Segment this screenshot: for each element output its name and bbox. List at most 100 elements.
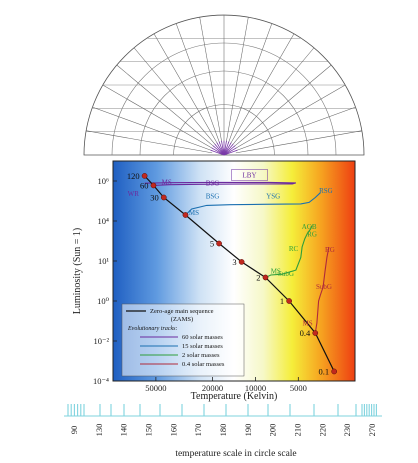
mass-label: 5 — [210, 238, 214, 248]
x-tick-label: 5000 — [290, 383, 307, 393]
mass-label: 3 — [232, 257, 236, 267]
zams-point — [262, 274, 269, 281]
mass-label: 0.1 — [319, 366, 330, 376]
semicircle-center-ray — [223, 149, 238, 156]
semicircle-spoke — [102, 84, 214, 150]
x-axis-ticks: 50000 20000 10000 5000 — [145, 377, 307, 393]
region-label: RSG — [319, 187, 333, 195]
zams-point — [312, 330, 319, 336]
region-label: RG — [325, 246, 335, 254]
scale-tick-label: 270 — [367, 424, 377, 437]
semicircle-center-ray — [223, 143, 234, 156]
region-label: MS — [271, 267, 281, 275]
region-label: WR — [128, 190, 140, 198]
region-label: BSG — [206, 193, 220, 201]
legend-zams-sub: (ZAMS) — [171, 316, 193, 323]
zams-point — [286, 298, 292, 304]
mass-label: 60 — [140, 180, 149, 190]
y-tick-label: 10⁻² — [93, 336, 109, 346]
region-label: MS — [189, 209, 199, 217]
semicircle-spoke — [92, 106, 213, 152]
semicircle-spoke — [153, 33, 219, 145]
track-60-solar-masses — [144, 181, 297, 186]
region-label: LBY — [243, 171, 257, 179]
semicircle-center-ray — [223, 142, 232, 156]
mass-label: 2 — [256, 272, 260, 282]
y-tick-label: 10⁻⁴ — [93, 376, 109, 386]
legend-entry-label: 0.4 solar masses — [182, 361, 225, 368]
y-tick-label: 10⁰ — [97, 296, 110, 306]
region-label: YSG — [266, 193, 280, 201]
zams-point — [160, 194, 167, 201]
mass-label: 120 — [127, 171, 140, 181]
semicircle-outline — [83, 14, 365, 156]
legend-tracks-title: Evolutionary tracks: — [127, 326, 178, 332]
semicircle-spoke — [231, 47, 315, 146]
scale-tick-label: 130 — [94, 424, 104, 437]
semicircle-spoke — [133, 47, 217, 146]
x-axis-label: Temperature (Kelvin) — [191, 391, 278, 402]
scale-tick-label: 150 — [143, 424, 153, 437]
zams-point — [238, 259, 245, 265]
semicircle-spoke — [227, 23, 273, 144]
legend-entry-label: 2 solar masses — [182, 352, 220, 359]
semicircle-spoke — [199, 17, 223, 144]
region-label: BSG — [206, 179, 220, 187]
semicircle-spoke — [233, 64, 332, 148]
track-0-4-solar-masses — [314, 246, 330, 334]
zams-point — [150, 182, 157, 189]
x-tick-label: 20000 — [202, 383, 223, 393]
zams-point — [182, 212, 189, 218]
semicircle-center-ray — [223, 147, 237, 156]
legend-entry-label: 15 solar masses — [182, 343, 223, 350]
scale-tick-label: 170 — [193, 424, 203, 437]
semicircle-spoke — [175, 23, 221, 144]
semicircle-spoke — [86, 130, 213, 154]
semicircle-center-ray — [221, 140, 225, 156]
scale-tick-label: 180 — [218, 424, 228, 437]
semicircle-center-ray — [216, 142, 225, 156]
scale-axis-label: temperature scale in circle scale — [175, 449, 296, 459]
scale-tick-label: 230 — [342, 424, 352, 437]
region-label: SubG — [316, 283, 332, 291]
zams-curve — [144, 175, 335, 372]
semicircle-spoke — [235, 106, 356, 152]
scale-tick-label: 200 — [268, 424, 278, 437]
zams-point — [141, 173, 148, 179]
region-label: MS — [162, 179, 172, 187]
region-label: AGB — [302, 223, 317, 231]
semicircle-spoke — [116, 64, 215, 148]
scale-tick-label: 90 — [69, 426, 79, 435]
scale-tick-label: 220 — [317, 424, 327, 437]
region-label: SubG — [278, 270, 294, 278]
lby-box — [231, 169, 268, 181]
region-label: RG — [307, 230, 317, 238]
mass-label: 0.4 — [300, 328, 311, 338]
semicircle-center-ray — [223, 140, 227, 156]
region-label: RC — [289, 245, 299, 253]
y-tick-label: 10¹ — [98, 256, 110, 266]
semicircle-spoke — [234, 84, 346, 150]
semicircle-center-ray — [212, 145, 225, 156]
track-15-solar-masses — [185, 192, 321, 216]
semicircle-spoke — [225, 17, 249, 144]
scale-tick-label: 210 — [292, 424, 302, 437]
zams-point — [331, 368, 338, 375]
y-tick-label: 10⁴ — [98, 216, 110, 226]
track-2-solar-masses — [265, 225, 313, 278]
semicircle-center-ray — [210, 149, 225, 156]
evolutionary-tracks — [144, 181, 330, 334]
x-tick-label: 50000 — [145, 383, 166, 393]
semicircle-spoke — [229, 33, 295, 145]
x-tick-label: 10000 — [245, 383, 266, 393]
plot-frame — [112, 160, 356, 382]
mass-label: 30 — [150, 192, 159, 202]
region-label: MS — [303, 319, 313, 327]
legend-entry-label: 60 solar masses — [182, 334, 223, 341]
circle-scale: 90 130 140 150 160 170 180 190 200 210 220 230 270 — [64, 404, 382, 436]
semicircle-diagram — [83, 14, 365, 156]
y-tick-label: 10⁶ — [98, 176, 110, 186]
